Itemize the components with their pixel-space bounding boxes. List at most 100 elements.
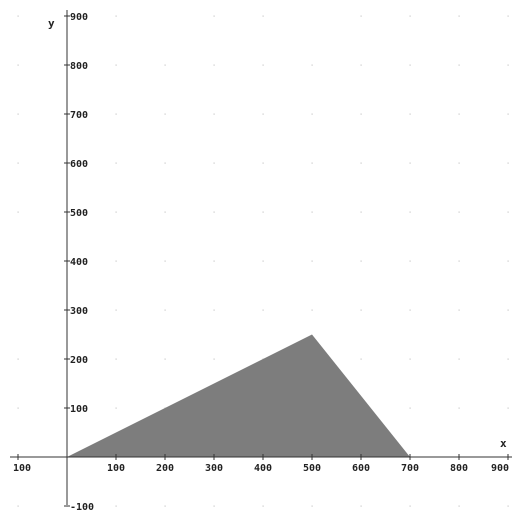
- grid-dot: [262, 64, 264, 66]
- grid-dot: [213, 113, 215, 115]
- grid-dot: [311, 64, 313, 66]
- grid-dot: [507, 64, 509, 66]
- tick-labels: 100 100 200 300 400 500 600 700 800 900 -100 100 200…: [13, 12, 509, 510]
- y-tick-label: 700: [70, 110, 88, 121]
- grid-dot: [164, 260, 166, 262]
- grid-dot: [17, 309, 19, 311]
- grid-dot: [507, 358, 509, 360]
- grid-dot: [17, 113, 19, 115]
- y-tick-label: 900: [70, 12, 88, 23]
- x-tick-label: 300: [205, 463, 223, 474]
- x-tick-label: 500: [303, 463, 321, 474]
- grid-dot: [409, 407, 411, 409]
- y-tick-label: 800: [70, 61, 88, 72]
- grid-dot: [115, 358, 117, 360]
- grid-dot: [311, 309, 313, 311]
- grid-dot: [164, 64, 166, 66]
- grid-dot: [262, 162, 264, 164]
- grid-dot: [360, 15, 362, 17]
- grid-dot: [360, 505, 362, 507]
- y-axis-label: y: [48, 17, 55, 30]
- grid-dot: [164, 15, 166, 17]
- grid-dot: [17, 260, 19, 262]
- grid-dot: [213, 358, 215, 360]
- x-tick-label: 400: [254, 463, 272, 474]
- grid-dot: [360, 260, 362, 262]
- grid-dot: [311, 113, 313, 115]
- grid-dot: [311, 15, 313, 17]
- grid-dot: [458, 260, 460, 262]
- grid-dot: [115, 260, 117, 262]
- grid-dot: [115, 162, 117, 164]
- grid-dot: [311, 505, 313, 507]
- grid-dot: [115, 407, 117, 409]
- grid-dot: [507, 211, 509, 213]
- grid-dot: [409, 162, 411, 164]
- grid-dot: [458, 505, 460, 507]
- grid-dot: [17, 358, 19, 360]
- grid-dot: [507, 162, 509, 164]
- grid-dot: [262, 505, 264, 507]
- grid-dot: [17, 15, 19, 17]
- grid-dot: [17, 407, 19, 409]
- grid-dot: [262, 309, 264, 311]
- x-tick-label: 800: [450, 463, 468, 474]
- grid-dot: [213, 162, 215, 164]
- grid-dot: [213, 309, 215, 311]
- grid-dot: [360, 309, 362, 311]
- grid-dot: [311, 260, 313, 262]
- x-tick-label: 200: [156, 463, 174, 474]
- y-tick-label: -100: [70, 502, 94, 510]
- grid-dot: [115, 15, 117, 17]
- grid-dot: [164, 505, 166, 507]
- grid-dot: [213, 505, 215, 507]
- grid-dot: [458, 358, 460, 360]
- grid-dot: [17, 64, 19, 66]
- x-tick-label: 900: [491, 463, 509, 474]
- grid-dot: [360, 358, 362, 360]
- grid-dot: [115, 505, 117, 507]
- grid-dot: [311, 211, 313, 213]
- grid-dot: [458, 211, 460, 213]
- grid-dot: [164, 358, 166, 360]
- grid-dot: [458, 64, 460, 66]
- grid-dot: [311, 162, 313, 164]
- grid-dot: [213, 211, 215, 213]
- grid-dot: [409, 113, 411, 115]
- grid-dot: [360, 211, 362, 213]
- x-axis-label: x: [500, 437, 507, 450]
- y-tick-label: 500: [70, 208, 88, 219]
- grid-dot: [360, 162, 362, 164]
- grid-dot: [458, 113, 460, 115]
- grid-dot: [164, 309, 166, 311]
- grid-dot: [409, 260, 411, 262]
- grid-dot: [360, 113, 362, 115]
- grid-dot: [17, 162, 19, 164]
- grid-dot: [115, 113, 117, 115]
- axis-ticks: [17, 15, 509, 507]
- filled-triangle: [67, 334, 410, 457]
- grid-dot: [458, 15, 460, 17]
- grid-dot: [262, 113, 264, 115]
- grid-dot: [213, 15, 215, 17]
- x-tick-label: 700: [401, 463, 419, 474]
- grid-dot: [17, 211, 19, 213]
- grid-dot: [262, 211, 264, 213]
- grid-dot: [409, 211, 411, 213]
- y-tick-label: 600: [70, 159, 88, 170]
- x-tick-label: 100: [13, 463, 31, 474]
- y-tick-label: 200: [70, 355, 88, 366]
- grid-dot: [115, 211, 117, 213]
- grid-dot: [115, 309, 117, 311]
- grid-dot: [409, 64, 411, 66]
- grid-dot: [507, 15, 509, 17]
- grid-dot: [507, 505, 509, 507]
- grid-dot: [164, 162, 166, 164]
- y-tick-label: 300: [70, 306, 88, 317]
- grid-dot: [213, 64, 215, 66]
- grid-dot: [164, 113, 166, 115]
- grid-dot: [262, 260, 264, 262]
- grid-dot: [409, 505, 411, 507]
- x-tick-label: 100: [107, 463, 125, 474]
